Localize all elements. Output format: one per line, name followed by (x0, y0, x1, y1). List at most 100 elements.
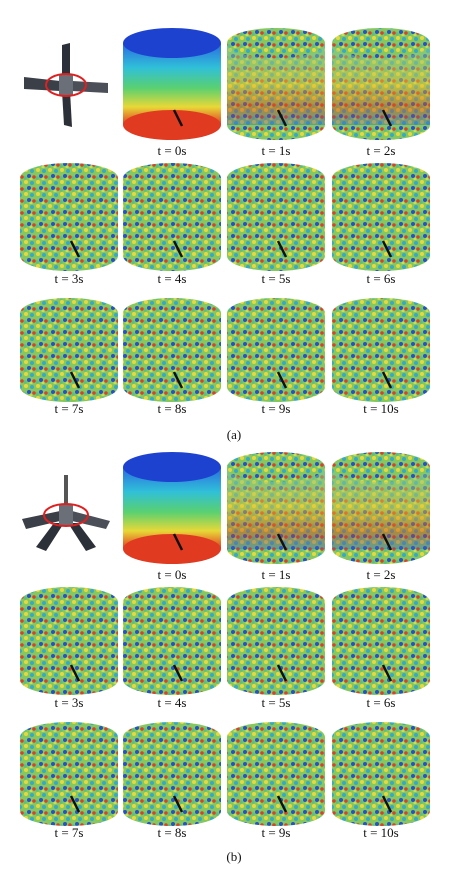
shaft (69, 371, 81, 389)
shaft (69, 240, 81, 258)
panel-label: (b) (226, 849, 241, 864)
cylinder-top (227, 28, 325, 58)
cylinder-top (123, 298, 221, 328)
shaft (172, 240, 184, 258)
cylinder-bottom (332, 241, 430, 271)
cylinder-top (123, 452, 221, 482)
shaft (381, 109, 393, 127)
shaft (381, 371, 393, 389)
cylinder-top (332, 452, 430, 482)
cylinder-bottom (123, 372, 221, 402)
cylinder-top (123, 28, 221, 58)
frame-caption: t = 4s (157, 695, 186, 710)
cylinder-bottom (332, 372, 430, 402)
frame-caption: t = 9s (261, 401, 290, 416)
cylinder-top (123, 163, 221, 193)
simulation-frame (227, 722, 325, 826)
shaft (276, 371, 288, 389)
frame-caption: t = 2s (366, 143, 395, 158)
simulation-frame (227, 298, 325, 402)
cylinder-top (332, 163, 430, 193)
simulation-frame (20, 587, 118, 695)
shaft (276, 533, 288, 551)
shaft (276, 240, 288, 258)
simulation-frame (332, 587, 430, 695)
cylinder-bottom (123, 110, 221, 140)
cylinder-top (123, 722, 221, 752)
simulation-frame (332, 28, 430, 140)
shaft (276, 795, 288, 813)
cylinder-bottom (227, 796, 325, 826)
frame-caption: t = 7s (54, 401, 83, 416)
frame-caption: t = 10s (363, 401, 399, 416)
simulation-frame (123, 28, 221, 140)
shaft (69, 795, 81, 813)
simulation-frame (123, 298, 221, 402)
frame-caption: t = 9s (261, 825, 290, 840)
panel-label: (a) (227, 427, 241, 442)
frame-caption: t = 1s (261, 143, 290, 158)
shaft (276, 664, 288, 682)
simulation-frame (332, 452, 430, 564)
frame-caption: t = 8s (157, 825, 186, 840)
shaft (381, 795, 393, 813)
frame-caption: t = 7s (54, 825, 83, 840)
cylinder-bottom (123, 665, 221, 695)
impeller-b (22, 475, 110, 551)
cylinder-top (332, 298, 430, 328)
shaft (172, 795, 184, 813)
impeller-a (24, 43, 108, 127)
simulation-frame (332, 163, 430, 271)
simulation-frame (227, 452, 325, 564)
cylinder-bottom (20, 665, 118, 695)
frame-caption: t = 1s (261, 567, 290, 582)
cylinder-top (227, 587, 325, 617)
shaft (276, 109, 288, 127)
cylinder-bottom (20, 372, 118, 402)
cylinder-top (332, 587, 430, 617)
cylinder-top (227, 452, 325, 482)
cylinder-top (20, 163, 118, 193)
simulation-frame (332, 298, 430, 402)
cylinder-top (20, 722, 118, 752)
cylinder-bottom (227, 665, 325, 695)
simulation-frame (227, 587, 325, 695)
frame-caption: t = 6s (366, 695, 395, 710)
shaft (69, 664, 81, 682)
frame-caption: t = 5s (261, 695, 290, 710)
frame-caption: t = 10s (363, 825, 399, 840)
cylinder-top (227, 298, 325, 328)
cylinder-top (227, 163, 325, 193)
shaft (381, 533, 393, 551)
cylinder-bottom (123, 241, 221, 271)
cylinder-bottom (332, 796, 430, 826)
frame-caption: t = 0s (157, 567, 186, 582)
simulation-frame (123, 452, 221, 564)
shaft (172, 371, 184, 389)
frame-caption: t = 2s (366, 567, 395, 582)
simulation-frame (20, 298, 118, 402)
cylinder-bottom (20, 796, 118, 826)
shaft (172, 109, 184, 127)
simulation-frame (332, 722, 430, 826)
cylinder-top (332, 722, 430, 752)
cylinder-bottom (332, 665, 430, 695)
cylinder-bottom (227, 372, 325, 402)
cylinder-bottom (20, 241, 118, 271)
simulation-frame (123, 163, 221, 271)
simulation-frame (123, 587, 221, 695)
cylinder-top (123, 587, 221, 617)
frame-caption: t = 6s (366, 271, 395, 286)
cylinder-top (332, 28, 430, 58)
frame-caption: t = 4s (157, 271, 186, 286)
cylinder-bottom (123, 534, 221, 564)
cylinder-bottom (123, 796, 221, 826)
simulation-frame (227, 163, 325, 271)
frame-caption: t = 8s (157, 401, 186, 416)
simulation-frame (20, 163, 118, 271)
frame-caption: t = 3s (54, 695, 83, 710)
simulation-frame (20, 722, 118, 826)
cylinder-top (227, 722, 325, 752)
shaft (381, 664, 393, 682)
